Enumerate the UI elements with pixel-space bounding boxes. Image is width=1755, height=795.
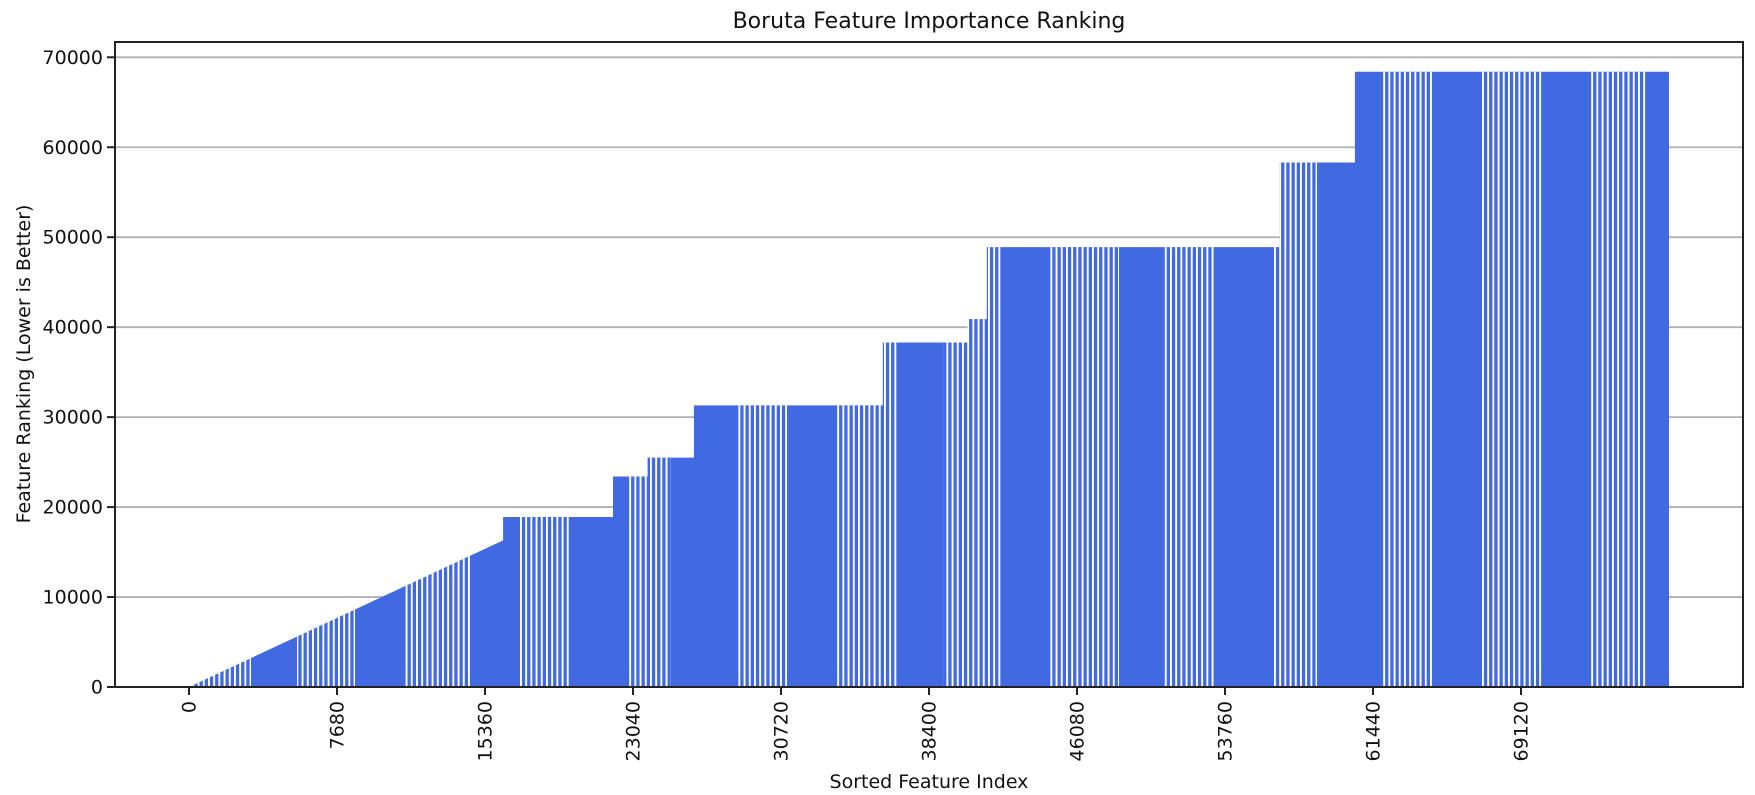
x-tick-label: 46080 — [1067, 701, 1089, 761]
y-tick-label: 10000 — [43, 587, 103, 609]
stripe-band — [1049, 71, 1119, 687]
x-tick-label: 38400 — [919, 701, 941, 761]
stripe-band — [1589, 71, 1647, 687]
x-tick-label: 30720 — [771, 701, 793, 761]
stripe-band — [1273, 71, 1317, 687]
stripe-band — [627, 71, 671, 687]
stripe-band — [297, 71, 355, 687]
x-tick-label: 0 — [179, 701, 201, 713]
x-tick-label: 53760 — [1215, 701, 1237, 761]
stripe-band — [189, 71, 251, 687]
x-tick-label: 69120 — [1511, 701, 1533, 761]
y-tick-label: 70000 — [43, 47, 103, 69]
stripe-band — [517, 71, 569, 687]
y-tick-label: 40000 — [43, 317, 103, 339]
x-tick-label: 7680 — [327, 701, 349, 749]
bars-series — [189, 71, 1669, 687]
y-tick-label: 60000 — [43, 137, 103, 159]
y-tick-label: 30000 — [43, 407, 103, 429]
y-tick-label: 20000 — [43, 497, 103, 519]
stripe-band — [943, 71, 1001, 687]
axis-tick-labels: 0 7680 15360 23040 30720 38400 46080 53760 61440… — [43, 47, 1533, 762]
axis-ticks — [107, 56, 1522, 695]
stripe-band — [835, 71, 897, 687]
stripe-band — [1163, 71, 1215, 687]
y-tick-label: 50000 — [43, 227, 103, 249]
stripe-band — [1481, 71, 1543, 687]
stripe-band — [737, 71, 787, 687]
x-tick-label: 15360 — [475, 701, 497, 761]
stripe-band — [1383, 71, 1433, 687]
x-tick-label: 23040 — [623, 701, 645, 761]
y-axis-label: Feature Ranking (Lower is Better) — [13, 205, 35, 524]
x-tick-label: 61440 — [1363, 701, 1385, 761]
x-axis-label: Sorted Feature Index — [830, 771, 1029, 793]
stripe-band — [403, 71, 473, 687]
chart-title: Boruta Feature Importance Ranking — [733, 9, 1126, 34]
y-tick-label: 0 — [91, 677, 103, 699]
